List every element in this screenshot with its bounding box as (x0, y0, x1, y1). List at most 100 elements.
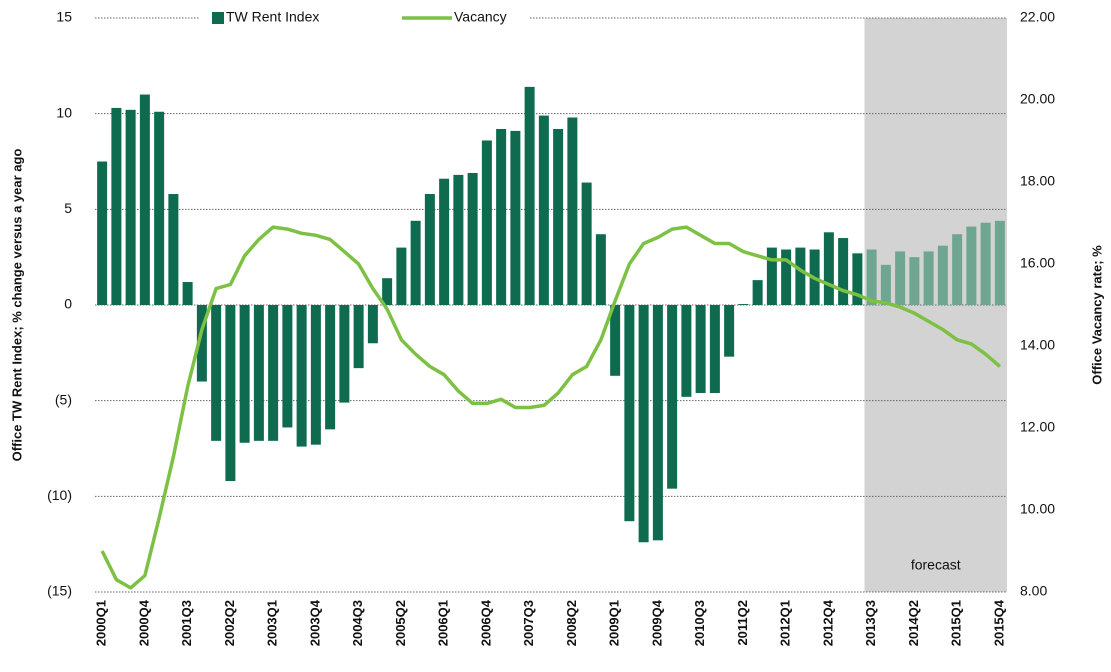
bar (667, 305, 678, 489)
x-tick-label: 2006Q4 (478, 599, 493, 646)
bar (980, 222, 991, 305)
bar (481, 140, 492, 305)
y-tick-label: (5) (55, 391, 72, 407)
bar (624, 305, 635, 522)
bar (196, 305, 207, 382)
bar (823, 232, 834, 305)
y-tick-label: (15) (47, 583, 72, 599)
y-tick-label: (10) (47, 487, 72, 503)
bar (339, 305, 350, 403)
bar (652, 305, 663, 541)
bar (852, 253, 863, 305)
bar (866, 249, 877, 305)
legend-background (200, 8, 530, 28)
x-tick-label: 2003Q4 (307, 599, 322, 646)
x-tick-label: 2014Q2 (906, 600, 921, 646)
bar (880, 264, 891, 305)
x-tick-label: 2015Q1 (949, 600, 964, 646)
bar (795, 247, 806, 305)
x-tick-label: 2005Q2 (393, 600, 408, 646)
bar (310, 305, 321, 445)
bar (253, 305, 264, 441)
bar (538, 115, 549, 305)
bar (353, 305, 364, 369)
bar (709, 305, 720, 394)
x-tick-label: 2004Q3 (350, 600, 365, 646)
bar (752, 280, 763, 305)
legend-swatch (212, 12, 224, 24)
bar (738, 304, 749, 305)
bar (168, 194, 179, 305)
bar (496, 128, 507, 305)
x-tick-label: 2013Q3 (863, 600, 878, 646)
x-tick-label: 2010Q3 (692, 600, 707, 646)
y2-tick-label: 20.00 (1020, 91, 1055, 107)
bar (952, 234, 963, 305)
y2-tick-label: 12.00 (1020, 419, 1055, 435)
bar (396, 247, 407, 305)
y-tick-label: 0 (64, 296, 72, 312)
bar (296, 305, 307, 447)
x-tick-label: 2006Q1 (436, 600, 451, 646)
y2-tick-label: 10.00 (1020, 501, 1055, 517)
x-tick-label: 2015Q4 (991, 599, 1006, 646)
bar (282, 305, 293, 428)
y2-tick-label: 22.00 (1020, 9, 1055, 25)
x-tick-label: 2002Q2 (222, 600, 237, 646)
bar (595, 234, 606, 305)
bar (766, 247, 777, 305)
y2-tick-label: 8.00 (1020, 583, 1047, 599)
legend-label: TW Rent Index (226, 9, 319, 25)
bar (581, 182, 592, 305)
bar (139, 94, 150, 306)
bar (111, 107, 122, 305)
forecast-label: forecast (911, 557, 961, 573)
x-tick-label: 2008Q2 (564, 600, 579, 646)
bar (424, 194, 435, 305)
bar (681, 305, 692, 397)
x-tick-label: 2000Q4 (136, 599, 151, 646)
bar (239, 305, 250, 443)
bar (410, 220, 421, 305)
bar (524, 86, 535, 305)
y-tick-label: 5 (64, 200, 72, 216)
bar (781, 249, 792, 305)
bar (695, 305, 706, 394)
bar (382, 278, 393, 305)
bar (211, 305, 222, 441)
bar (154, 111, 165, 306)
x-tick-label: 2009Q1 (607, 600, 622, 646)
bar (510, 130, 521, 305)
bar (97, 161, 108, 305)
bar (966, 226, 977, 305)
bar (909, 257, 920, 305)
bar (994, 220, 1005, 305)
bar (838, 238, 849, 305)
bar (553, 128, 564, 305)
y2-axis-title: Office Vacancy rate; % (1089, 245, 1104, 385)
x-tick-label: 2009Q4 (649, 599, 664, 646)
bar (937, 245, 948, 305)
bar (567, 117, 578, 305)
bar (895, 251, 906, 305)
x-tick-label: 2007Q3 (521, 600, 536, 646)
y-axis-title: Office TW Rent Index; % change versus a … (9, 149, 24, 462)
x-tick-label: 2012Q1 (778, 600, 793, 646)
y2-tick-label: 16.00 (1020, 255, 1055, 271)
bar (638, 305, 649, 543)
bar (724, 305, 735, 357)
x-tick-label: 2012Q4 (820, 599, 835, 646)
y-tick-label: 10 (56, 104, 72, 120)
bar (268, 305, 279, 441)
bar (225, 305, 236, 482)
bar (367, 305, 378, 344)
bar (125, 109, 136, 305)
bar (610, 305, 621, 376)
y2-tick-label: 14.00 (1020, 337, 1055, 353)
x-tick-label: 2001Q3 (179, 600, 194, 646)
bar (467, 172, 478, 305)
legend-label: Vacancy (454, 9, 507, 25)
bar (325, 305, 336, 430)
x-tick-label: 2003Q1 (265, 600, 280, 646)
